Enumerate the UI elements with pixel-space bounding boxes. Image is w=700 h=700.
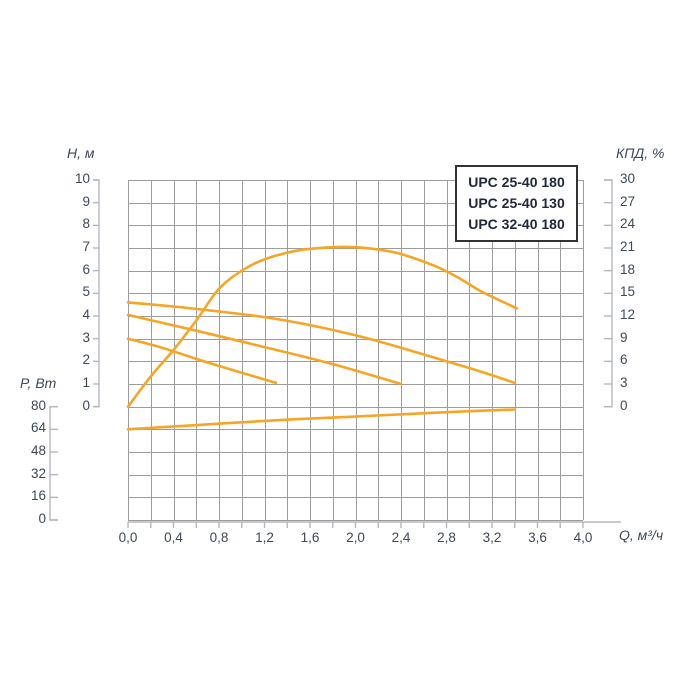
legend-item-upc-25-40-130: UPC 25-40 130 xyxy=(468,194,565,211)
legend-item-upc-32-40-180: UPC 32-40 180 xyxy=(468,215,565,232)
power-axis-title: P, Вт xyxy=(20,375,57,391)
head-curve-long xyxy=(126,301,517,385)
value-axes xyxy=(49,179,613,521)
head-curve-short xyxy=(126,337,278,385)
head-curve-mid xyxy=(126,313,403,386)
flow-axis-title: Q, м³/ч xyxy=(619,527,664,543)
efficiency-curve xyxy=(126,245,519,408)
legend-box: UPC 25-40 180 UPC 25-40 130 UPC 32-40 18… xyxy=(455,165,578,242)
efficiency-axis-title: КПД, % xyxy=(616,145,665,161)
legend-item-upc-25-40-180: UPC 25-40 180 xyxy=(468,173,565,190)
pump-curves xyxy=(126,245,519,431)
power-curve xyxy=(126,408,517,431)
head-axis-title: H, м xyxy=(67,145,95,161)
flow-axis xyxy=(127,521,621,528)
